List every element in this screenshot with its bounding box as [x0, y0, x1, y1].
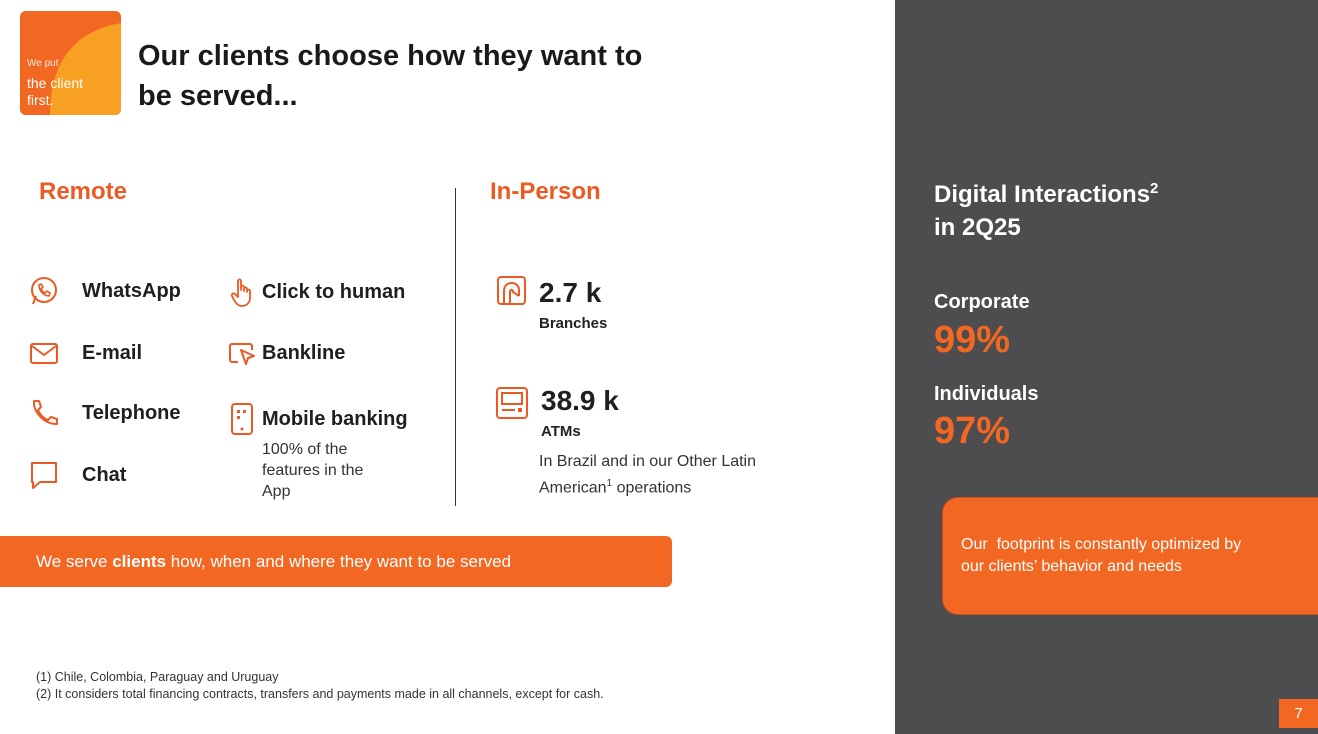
mobile-icon [226, 403, 258, 435]
channel-mobile-banking: Mobile banking [226, 403, 408, 435]
branch-icon [495, 274, 529, 308]
individuals-label: Individuals [934, 383, 1039, 405]
cursor-icon [226, 337, 258, 369]
channel-telephone: Telephone [28, 397, 181, 429]
channel-email-label: E-mail [82, 341, 143, 364]
panel-title-line2: in 2Q25 [934, 214, 1021, 241]
channel-mobile-banking-label: Mobile banking [262, 407, 408, 430]
footprint-callout: Our footprint is constantly optimized by… [942, 497, 1318, 615]
serve-banner: We serve clients how, when and where the… [0, 536, 672, 587]
channel-chat-label: Chat [82, 463, 127, 486]
channel-whatsapp-label: WhatsApp [82, 279, 181, 302]
branches-value: 2.7 k [539, 277, 602, 308]
logo-text-line1: We put [27, 58, 59, 69]
remote-section-title: Remote [39, 178, 128, 205]
brand-logo: We put the client first. [20, 11, 121, 115]
in-person-note: In Brazil and in our Other Latin America… [539, 451, 779, 499]
panel-title-footnote-ref: 2 [1150, 180, 1159, 197]
corporate-label: Corporate [934, 291, 1030, 313]
panel-title: Digital Interactions2 in 2Q25 [934, 172, 1158, 244]
email-icon [28, 337, 60, 369]
channel-whatsapp: WhatsApp [28, 275, 181, 307]
page-title: Our clients choose how they want to be s… [138, 40, 643, 112]
in-person-note-footnote-ref: 1 [606, 478, 613, 489]
in-person-section-title: In-Person [490, 178, 601, 205]
banner-text-bold: clients [112, 551, 167, 571]
banner-text-pre: We serve [36, 551, 113, 571]
logo-background [20, 11, 121, 115]
touch-icon [226, 276, 258, 308]
chat-icon [28, 459, 60, 491]
digital-interactions-panel [895, 0, 1318, 734]
in-person-note-tail: operations [612, 479, 692, 497]
in-person-note-text: In Brazil and in our Other Latin America… [539, 453, 757, 497]
corporate-value: 99% [934, 319, 1011, 361]
callout-text: Our footprint is constantly optimized by… [961, 536, 1246, 575]
panel-title-line1: Digital Interactions [934, 181, 1151, 208]
logo-text-line2: the client [27, 75, 84, 91]
logo-text-line3: first. [27, 92, 54, 108]
channel-bankline: Bankline [226, 337, 345, 369]
mobile-banking-note: 100% of the features in the App [262, 441, 364, 500]
column-divider [455, 188, 456, 506]
channel-click-to-human-label: Click to human [262, 280, 406, 303]
individuals-value: 97% [934, 410, 1011, 452]
atms-label: ATMs [541, 423, 581, 440]
atms-value: 38.9 k [541, 385, 619, 416]
channel-telephone-label: Telephone [82, 401, 181, 424]
channel-chat: Chat [28, 459, 126, 491]
whatsapp-icon [28, 275, 60, 307]
footnote-1: (1) Chile, Colombia, Paraguay and Urugua… [36, 670, 279, 684]
page-number: 7 [1279, 699, 1318, 728]
channel-bankline-label: Bankline [262, 341, 346, 364]
channel-email: E-mail [28, 337, 142, 369]
channel-click-to-human: Click to human [226, 276, 405, 308]
phone-icon [28, 397, 60, 429]
branches-label: Branches [539, 315, 608, 332]
banner-text-post: how, when and where they want to be serv… [166, 551, 512, 571]
footnote-2: (2) It considers total financing contrac… [36, 687, 604, 701]
atm-icon [495, 386, 529, 420]
footnotes: (1) Chile, Colombia, Paraguay and Urugua… [36, 669, 604, 703]
